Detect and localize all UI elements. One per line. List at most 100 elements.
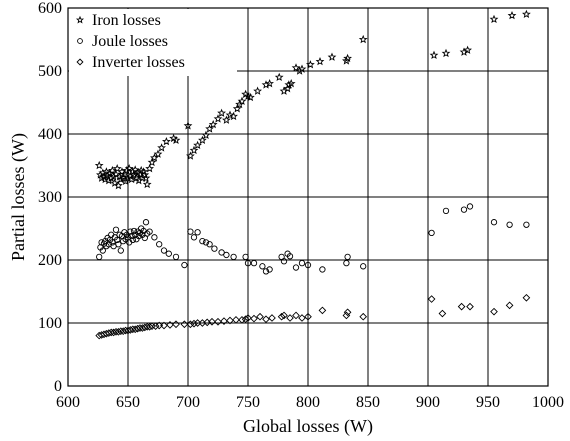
data-point <box>441 48 451 58</box>
data-point <box>208 119 218 129</box>
y-axis-title: Partial losses (W) <box>8 133 29 261</box>
data-point <box>268 314 276 322</box>
y-tick-label: 500 <box>38 63 62 80</box>
data-point <box>286 78 296 88</box>
legend-marker-diamond-icon <box>76 58 84 66</box>
data-point <box>242 253 249 261</box>
y-tick-label: 400 <box>38 126 62 143</box>
data-point <box>172 320 180 329</box>
data-point <box>115 241 122 248</box>
data-point <box>265 78 274 88</box>
data-point <box>244 314 252 322</box>
data-point <box>120 169 129 179</box>
data-point <box>250 259 258 267</box>
tick-labels: 600 650 700 750 800 850 900 950 1000 0 100 200 300 40… <box>38 0 564 411</box>
data-point <box>343 259 350 267</box>
data-point <box>171 135 181 145</box>
x-tick-label: 700 <box>176 394 200 411</box>
data-point <box>304 312 312 321</box>
data-point <box>165 250 172 257</box>
x-tick-label: 950 <box>476 394 500 411</box>
data-point <box>253 86 262 95</box>
data-point <box>279 86 289 95</box>
data-point <box>99 247 106 254</box>
data-point <box>241 315 250 324</box>
data-point <box>202 239 210 246</box>
y-tick-label: 100 <box>38 315 62 332</box>
data-point <box>428 229 435 237</box>
data-point <box>490 219 498 226</box>
data-point <box>186 151 195 160</box>
data-point <box>262 268 270 275</box>
data-point <box>151 234 158 241</box>
data-point <box>145 164 154 173</box>
plot-frame <box>67 7 549 387</box>
data-point <box>217 108 226 117</box>
legend-marker-circle-icon <box>77 38 83 44</box>
data-point <box>506 221 513 228</box>
data-point <box>108 165 117 175</box>
data-point <box>140 170 150 179</box>
y-tick-label: 0 <box>54 378 62 395</box>
data-point <box>232 104 242 113</box>
data-point <box>160 321 168 330</box>
x-tick-label: 600 <box>56 394 80 411</box>
data-point <box>277 312 286 321</box>
data-point <box>266 266 273 273</box>
data-point <box>460 206 468 213</box>
data-point <box>250 314 258 323</box>
data-point <box>358 34 368 44</box>
data-point <box>246 92 255 102</box>
series-star <box>94 9 531 190</box>
data-point <box>280 258 288 265</box>
data-point <box>237 96 247 105</box>
data-point <box>298 314 306 322</box>
data-point <box>256 312 264 321</box>
data-point <box>112 226 120 233</box>
y-tick-label: 600 <box>38 0 62 17</box>
data-point <box>146 228 153 235</box>
data-point <box>124 164 134 173</box>
data-point <box>206 241 213 248</box>
data-point <box>201 130 211 139</box>
legend-label: Iron losses <box>92 12 161 29</box>
data-point <box>262 315 270 324</box>
data-point <box>218 249 225 256</box>
x-tick-label: 650 <box>116 394 140 411</box>
data-point <box>297 64 307 73</box>
data-point <box>292 311 300 320</box>
data-point <box>198 135 207 145</box>
data-point <box>286 253 294 260</box>
data-point <box>360 263 367 270</box>
data-point <box>229 111 238 121</box>
data-point <box>153 149 163 158</box>
data-point <box>343 53 352 63</box>
x-axis-title: Global losses (W) <box>243 416 373 437</box>
x-tick-label: 850 <box>356 394 380 411</box>
legend: Iron losses Joule losses Inverter losses <box>75 12 185 71</box>
x-tick-label: 900 <box>416 394 440 411</box>
data-point <box>160 247 168 254</box>
data-point <box>319 266 326 273</box>
data-point <box>490 307 498 316</box>
data-point <box>342 311 351 320</box>
data-point <box>318 306 327 315</box>
x-tick-label: 800 <box>296 394 320 411</box>
data-point <box>135 232 142 240</box>
data-point <box>523 221 530 228</box>
data-point <box>109 239 116 246</box>
data-point <box>151 322 160 330</box>
data-point <box>438 309 447 318</box>
data-point <box>189 145 199 155</box>
data-point <box>166 321 174 329</box>
data-point <box>226 316 234 325</box>
data-point <box>359 312 368 321</box>
data-point <box>112 164 122 173</box>
data-point <box>157 143 166 152</box>
y-tick-label: 300 <box>38 189 62 206</box>
legend-label: Inverter losses <box>92 54 185 71</box>
data-point <box>306 60 315 69</box>
data-point <box>180 320 189 329</box>
legend-marker-star-icon <box>75 15 85 24</box>
data-point <box>304 261 312 269</box>
